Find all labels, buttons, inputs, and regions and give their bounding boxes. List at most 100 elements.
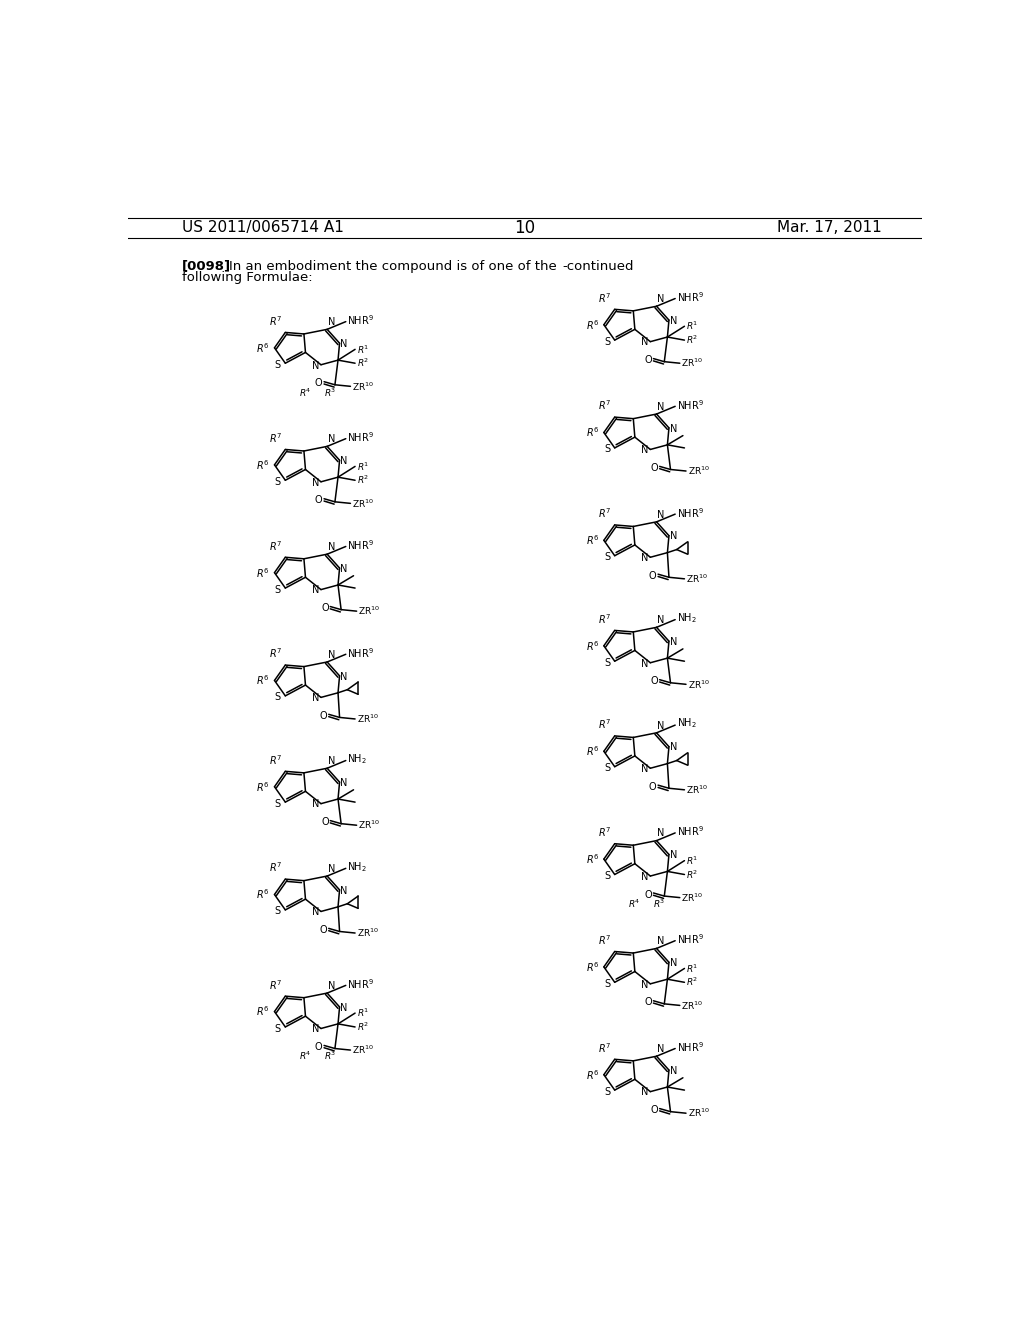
- Text: NH$_2$: NH$_2$: [677, 611, 696, 624]
- Text: N: N: [312, 478, 319, 487]
- Text: $R^6$: $R^6$: [256, 1005, 270, 1019]
- Text: NHR$^9$: NHR$^9$: [677, 397, 703, 412]
- Text: O: O: [319, 711, 328, 721]
- Text: ZR$^{10}$: ZR$^{10}$: [686, 573, 709, 585]
- Text: $R^1$: $R^1$: [356, 461, 369, 473]
- Text: $R^7$: $R^7$: [598, 825, 611, 840]
- Text: $R^7$: $R^7$: [598, 1041, 611, 1055]
- Text: $R^3$: $R^3$: [324, 1049, 337, 1063]
- Text: $R^6$: $R^6$: [256, 780, 270, 793]
- Text: NHR$^9$: NHR$^9$: [347, 645, 374, 660]
- Text: NHR$^9$: NHR$^9$: [677, 290, 703, 304]
- Text: O: O: [650, 463, 658, 473]
- Text: Mar. 17, 2011: Mar. 17, 2011: [777, 220, 883, 235]
- Text: $R^7$: $R^7$: [598, 290, 611, 305]
- Text: $R^1$: $R^1$: [686, 319, 698, 333]
- Text: N: N: [328, 317, 335, 327]
- Text: N: N: [670, 1065, 677, 1076]
- Text: ZR$^{10}$: ZR$^{10}$: [687, 1107, 710, 1119]
- Text: NH$_2$: NH$_2$: [347, 859, 368, 874]
- Text: N: N: [641, 1088, 649, 1097]
- Text: In an embodiment the compound is of one of the: In an embodiment the compound is of one …: [228, 260, 556, 273]
- Text: N: N: [670, 742, 677, 752]
- Text: US 2011/0065714 A1: US 2011/0065714 A1: [182, 220, 344, 235]
- Text: $R^6$: $R^6$: [586, 1068, 599, 1081]
- Text: N: N: [657, 401, 665, 412]
- Text: S: S: [274, 693, 281, 702]
- Text: N: N: [641, 764, 649, 774]
- Text: N: N: [670, 638, 677, 647]
- Text: S: S: [274, 799, 281, 809]
- Text: S: S: [274, 907, 281, 916]
- Text: N: N: [657, 510, 665, 520]
- Text: $R^6$: $R^6$: [586, 318, 599, 331]
- Text: NHR$^9$: NHR$^9$: [347, 313, 374, 327]
- Text: N: N: [312, 360, 319, 371]
- Text: $R^6$: $R^6$: [586, 425, 599, 440]
- Text: N: N: [641, 979, 649, 990]
- Text: ZR$^{10}$: ZR$^{10}$: [356, 927, 379, 940]
- Text: $R^6$: $R^6$: [586, 639, 599, 652]
- Text: ZR$^{10}$: ZR$^{10}$: [687, 465, 710, 478]
- Text: S: S: [604, 763, 610, 774]
- Text: N: N: [312, 907, 319, 917]
- Text: $R^2$: $R^2$: [356, 1020, 369, 1034]
- Text: $R^4$: $R^4$: [299, 387, 311, 399]
- Text: $R^4$: $R^4$: [629, 898, 641, 909]
- Text: N: N: [328, 863, 335, 874]
- Text: O: O: [644, 355, 652, 366]
- Text: N: N: [657, 829, 665, 838]
- Text: $R^6$: $R^6$: [586, 960, 599, 974]
- Text: $R^6$: $R^6$: [256, 673, 270, 688]
- Text: O: O: [644, 890, 652, 899]
- Text: N: N: [312, 800, 319, 809]
- Text: $R^3$: $R^3$: [653, 898, 666, 909]
- Text: $R^1$: $R^1$: [356, 1007, 369, 1019]
- Text: $R^6$: $R^6$: [586, 744, 599, 758]
- Text: $R^6$: $R^6$: [586, 533, 599, 548]
- Text: N: N: [340, 455, 348, 466]
- Text: $R^4$: $R^4$: [299, 1049, 311, 1063]
- Text: $R^7$: $R^7$: [598, 612, 611, 626]
- Text: O: O: [650, 1105, 658, 1115]
- Text: ZR$^{10}$: ZR$^{10}$: [358, 818, 380, 832]
- Text: $R^7$: $R^7$: [598, 399, 611, 412]
- Text: N: N: [328, 981, 335, 991]
- Text: S: S: [274, 585, 281, 594]
- Text: O: O: [644, 998, 652, 1007]
- Text: NHR$^9$: NHR$^9$: [677, 1040, 703, 1053]
- Text: O: O: [649, 781, 656, 792]
- Text: S: S: [274, 1023, 281, 1034]
- Text: O: O: [649, 570, 656, 581]
- Text: N: N: [641, 553, 649, 564]
- Text: N: N: [328, 649, 335, 660]
- Text: S: S: [604, 337, 610, 347]
- Text: $R^7$: $R^7$: [598, 933, 611, 946]
- Text: $R^6$: $R^6$: [586, 853, 599, 866]
- Text: N: N: [670, 958, 677, 968]
- Text: $R^6$: $R^6$: [256, 458, 270, 471]
- Text: $R^7$: $R^7$: [269, 978, 283, 991]
- Text: ZR$^{10}$: ZR$^{10}$: [686, 784, 709, 796]
- Text: S: S: [604, 1086, 610, 1097]
- Text: [0098]: [0098]: [182, 260, 231, 273]
- Text: N: N: [641, 659, 649, 668]
- Text: NHR$^9$: NHR$^9$: [347, 977, 374, 991]
- Text: S: S: [604, 552, 610, 562]
- Text: $R^1$: $R^1$: [686, 854, 698, 867]
- Text: O: O: [322, 817, 329, 828]
- Text: $R^7$: $R^7$: [269, 861, 283, 875]
- Text: N: N: [312, 585, 319, 595]
- Text: O: O: [322, 603, 329, 612]
- Text: N: N: [670, 315, 677, 326]
- Text: ZR$^{10}$: ZR$^{10}$: [352, 498, 374, 510]
- Text: $R^6$: $R^6$: [256, 341, 270, 355]
- Text: N: N: [641, 445, 649, 455]
- Text: S: S: [274, 477, 281, 487]
- Text: -continued: -continued: [562, 260, 634, 273]
- Text: NHR$^9$: NHR$^9$: [347, 430, 374, 444]
- Text: N: N: [340, 564, 348, 574]
- Text: N: N: [328, 434, 335, 444]
- Text: $R^2$: $R^2$: [356, 474, 369, 487]
- Text: $R^7$: $R^7$: [598, 507, 611, 520]
